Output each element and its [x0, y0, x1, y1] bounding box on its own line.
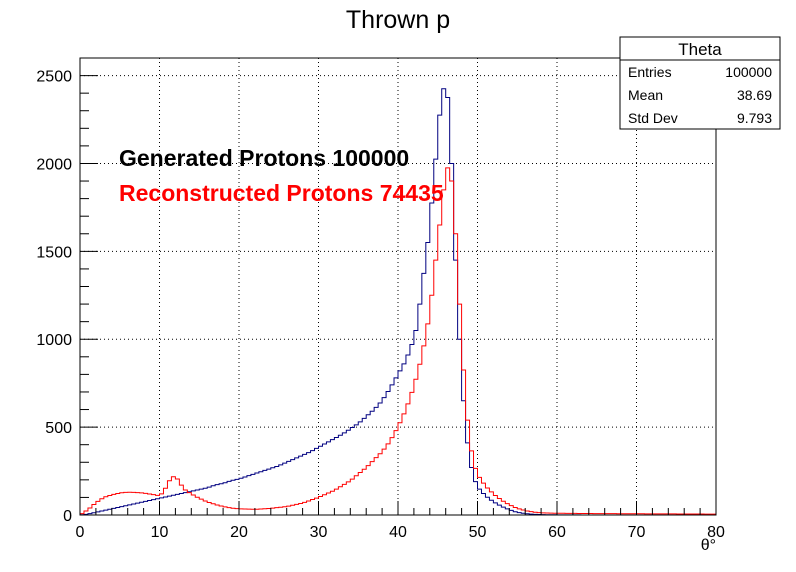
x-tick-label: 40 [389, 524, 407, 541]
stats-entries-label: Entries [628, 64, 672, 80]
y-tick-label: 2500 [36, 69, 72, 86]
axis-ticks [79, 57, 717, 516]
stats-mean-label: Mean [628, 87, 663, 103]
stats-stddev-value: 9.793 [737, 110, 772, 126]
grid-lines [80, 58, 716, 515]
y-tick-label: 2000 [36, 156, 72, 173]
y-tick-label: 500 [45, 420, 72, 437]
stats-mean-value: 38.69 [737, 87, 772, 103]
x-tick-label: 10 [151, 524, 169, 541]
annotation-generated: Generated Protons 100000 [119, 145, 409, 171]
stats-box-frame [619, 36, 781, 130]
annotation-reconstructed: Reconstructed Protons 74435 [119, 180, 444, 206]
y-tick-label: 1500 [36, 244, 72, 261]
x-tick-label: 60 [548, 524, 566, 541]
x-tick-label: 50 [469, 524, 487, 541]
x-tick-label: 0 [76, 524, 85, 541]
x-tick-label: 70 [628, 524, 646, 541]
y-tick-label: 1000 [36, 332, 72, 349]
x-tick-label: 20 [230, 524, 248, 541]
x-axis-label: θ° [701, 537, 716, 554]
series-line-1 [79, 167, 716, 515]
stats-box: Theta Entries 100000 Mean 38.69 Std Dev … [619, 36, 781, 130]
stats-entries-value: 100000 [725, 64, 772, 80]
stats-box-title: Theta [678, 40, 722, 59]
y-tick-label: 0 [63, 508, 72, 525]
x-tick-label: 30 [310, 524, 328, 541]
chart-title: Thrown p [346, 6, 450, 34]
x-tick-label: 80 [707, 524, 725, 541]
axis-tick-labels: 0 10 20 30 40 50 60 70 80 0 500 1000 1500 2000 2500 [36, 69, 725, 541]
stats-stddev-label: Std Dev [628, 110, 678, 126]
